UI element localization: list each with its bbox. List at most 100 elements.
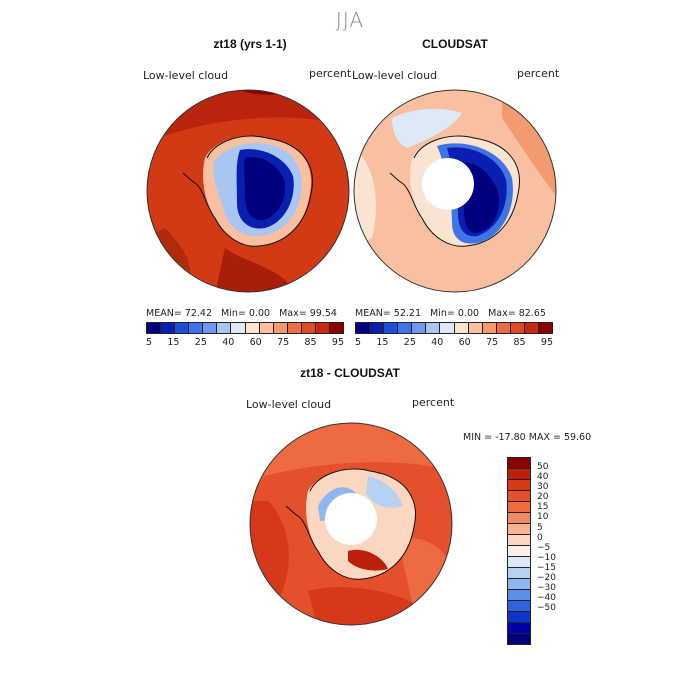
colorbar-tick-label: 85 xyxy=(304,337,317,348)
colorbar-swatch xyxy=(273,323,288,333)
obs-max-label: Max= xyxy=(488,308,516,319)
diff-units-label: percent xyxy=(412,396,455,409)
colorbar-swatch xyxy=(508,612,530,623)
colorbar-tick-label: 75 xyxy=(277,337,290,348)
model-panel-title: zt18 (yrs 1-1) xyxy=(213,37,287,51)
obs-min-value: 0.00 xyxy=(457,308,480,319)
colorbar-tick-label: −30 xyxy=(537,583,556,594)
colorbar-swatch xyxy=(508,623,530,634)
model-min-label: Min= xyxy=(221,308,246,319)
obs-stats: MEAN= 52.21 Min= 0.00 Max= 82.65 xyxy=(355,308,546,319)
colorbar-tick-label: 15 xyxy=(537,502,549,513)
colorbar-swatch xyxy=(259,323,274,333)
colorbar-tick-label: 40 xyxy=(537,472,549,483)
colorbar-swatch xyxy=(508,535,530,546)
colorbar-swatch xyxy=(287,323,302,333)
colorbar-swatch xyxy=(508,524,530,535)
colorbar-tick-label: 15 xyxy=(376,337,389,348)
colorbar-swatch xyxy=(508,513,530,524)
colorbar-swatch xyxy=(398,323,413,333)
colorbar-tick-label: 10 xyxy=(537,512,549,523)
colorbar-swatch xyxy=(508,634,530,644)
colorbar-tick-label: 95 xyxy=(331,337,344,348)
colorbar-swatch xyxy=(440,323,455,333)
obs-mean-value: 52.21 xyxy=(393,308,421,319)
colorbar-swatch xyxy=(508,502,530,513)
colorbar-swatch xyxy=(301,323,316,333)
obs-mean-label: MEAN= xyxy=(355,308,391,319)
colorbar-tick-label: 75 xyxy=(486,337,499,348)
obs-max-value: 82.65 xyxy=(518,308,546,319)
colorbar-tick-label: 50 xyxy=(537,462,549,472)
colorbar-swatch xyxy=(412,323,427,333)
obs-units-label: percent xyxy=(517,67,560,80)
colorbar-swatch xyxy=(189,323,204,333)
colorbar-swatch xyxy=(508,491,530,502)
diff-colorbar xyxy=(507,457,531,645)
diff-colorbar-ticks: 50 40 30 20 15 10 5 0 −5 −10 −15 −20 −30 −40 −50 xyxy=(537,462,556,613)
obs-colorbar-ticks: 5 15 25 40 60 75 85 95 xyxy=(355,337,553,348)
obs-panel-title: CLOUDSAT xyxy=(422,37,488,51)
colorbar-tick-label: 60 xyxy=(458,337,471,348)
colorbar-swatch xyxy=(231,323,246,333)
model-max-label: Max= xyxy=(279,308,307,319)
colorbar-swatch xyxy=(370,323,385,333)
colorbar-swatch xyxy=(508,590,530,601)
colorbar-tick-label: 40 xyxy=(431,337,444,348)
colorbar-swatch xyxy=(539,323,553,333)
model-colorbar: 5 15 25 40 60 75 85 95 xyxy=(146,322,344,348)
obs-colorbar-swatches xyxy=(355,322,553,334)
colorbar-swatch xyxy=(508,469,530,480)
colorbar-swatch xyxy=(468,323,483,333)
colorbar-swatch xyxy=(508,579,530,590)
colorbar-tick-label: 5 xyxy=(355,337,362,348)
model-colorbar-swatches xyxy=(146,322,344,334)
colorbar-tick-label: −10 xyxy=(537,552,556,563)
colorbar-tick-label: 25 xyxy=(403,337,416,348)
model-max-value: 99.54 xyxy=(309,308,337,319)
colorbar-swatch xyxy=(315,323,331,333)
diff-colorbar-swatches xyxy=(507,457,531,645)
colorbar-tick-label: 60 xyxy=(249,337,262,348)
model-polar-map xyxy=(146,89,350,293)
colorbar-swatch xyxy=(508,568,530,579)
model-mean-label: MEAN= xyxy=(146,308,182,319)
colorbar-tick-label: −50 xyxy=(537,603,556,614)
colorbar-swatch xyxy=(510,323,525,333)
model-mean-value: 72.42 xyxy=(184,308,212,319)
obs-colorbar: 5 15 25 40 60 75 85 95 xyxy=(355,322,553,348)
model-variable-label: Low-level cloud xyxy=(143,69,229,82)
colorbar-swatch xyxy=(508,557,530,568)
colorbar-swatch xyxy=(508,546,530,557)
colorbar-swatch xyxy=(217,323,232,333)
obs-variable-label: Low-level cloud xyxy=(352,69,438,82)
colorbar-swatch xyxy=(508,601,530,612)
colorbar-tick-label: 85 xyxy=(513,337,526,348)
colorbar-swatch xyxy=(384,323,399,333)
diff-polar-map xyxy=(249,422,453,626)
colorbar-swatch xyxy=(330,323,344,333)
colorbar-swatch xyxy=(508,458,530,469)
colorbar-tick-label: 95 xyxy=(540,337,553,348)
colorbar-tick-label: −15 xyxy=(537,562,556,573)
model-min-value: 0.00 xyxy=(248,308,271,319)
colorbar-tick-label: −40 xyxy=(537,593,556,604)
colorbar-swatch xyxy=(508,480,530,491)
model-units-label: percent xyxy=(309,67,352,80)
model-stats: MEAN= 72.42 Min= 0.00 Max= 99.54 xyxy=(146,308,337,319)
colorbar-swatch xyxy=(161,323,176,333)
colorbar-tick-label: 15 xyxy=(167,337,180,348)
colorbar-swatch xyxy=(175,323,190,333)
obs-min-label: Min= xyxy=(430,308,455,319)
colorbar-tick-label: 0 xyxy=(537,532,543,543)
page-title: JJA xyxy=(335,8,365,32)
colorbar-tick-label: 30 xyxy=(537,482,549,493)
colorbar-swatch xyxy=(356,323,371,333)
colorbar-swatch xyxy=(245,323,260,333)
colorbar-tick-label: 40 xyxy=(222,337,235,348)
colorbar-tick-label: 25 xyxy=(194,337,207,348)
colorbar-swatch xyxy=(147,323,162,333)
colorbar-swatch xyxy=(454,323,469,333)
colorbar-swatch xyxy=(482,323,497,333)
colorbar-swatch xyxy=(524,323,540,333)
